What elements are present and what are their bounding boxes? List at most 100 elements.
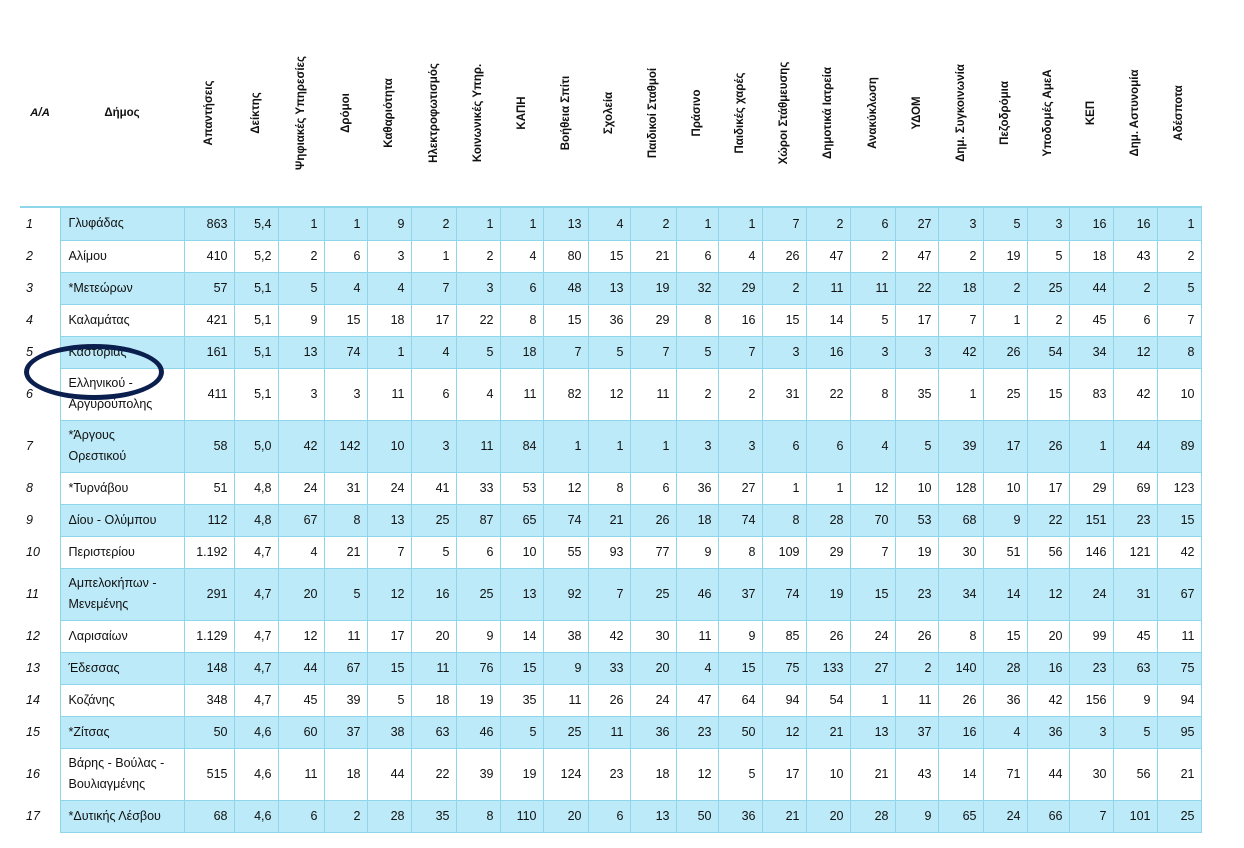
table-cell: 12 [1112,335,1158,369]
table-cell: 6 [499,271,544,305]
table-cell: 1 [849,683,896,717]
table-cell: 24 [366,471,412,505]
table-row: 5 Καστοριάς 161 5,1 13 74 1 4 5 18 7 5 7 5 7 3 16 3 3 42 26 5… [20,335,1202,369]
table-cell: 30 [1068,747,1114,801]
table-cell: 46 [455,715,501,749]
table-cell: 2 [761,271,807,305]
table-cell: 101 [1112,799,1158,833]
table-cell: 13 [587,271,631,305]
table-cell: 6 [455,535,501,569]
table-cell: 9 [894,799,939,833]
column-header-label: Αδέσποτα [1173,85,1185,141]
table-cell: 19 [455,683,501,717]
table-cell: 1 [629,419,677,473]
municipality-name-line: *Μετεώρων [68,280,133,295]
table-cell: 10 [894,471,939,505]
table-cell: 10 [499,535,544,569]
table-cell: 4 [455,367,501,421]
column-header: Πεζοδρόμια [983,20,1027,207]
table-cell: 2 [629,206,677,241]
table-cell: 22 [410,747,457,801]
column-header-label: Πεζοδρόμια [999,81,1011,145]
table-cell: 2 [982,271,1028,305]
table-cell: 8 [499,303,544,337]
table-cell: 5,2 [233,239,279,273]
municipality-name: Αλίμου [59,239,185,273]
table-cell: 54 [805,683,851,717]
table-cell: 28 [982,651,1028,685]
table-cell: 3 [366,239,412,273]
table-cell: 92 [542,567,589,621]
table-cell: 42 [277,419,325,473]
municipality-name: Γλυφάδας [59,206,185,241]
table-cell: 25 [455,567,501,621]
table-cell: 36 [629,715,677,749]
table-cell: 4 [587,206,631,241]
table-cell: 8 [849,367,896,421]
table-cell: 12 [849,471,896,505]
table-cell: 2 [323,799,368,833]
table-cell: 5 [455,335,501,369]
column-header: Δρόμοι [324,20,367,207]
municipality-name: Καλαμάτας [59,303,185,337]
table-cell: 57 [183,271,235,305]
table-cell: 6 [629,471,677,505]
table-cell: 44 [1068,271,1114,305]
table-cell: 11 [455,419,501,473]
table-cell: 151 [1068,503,1114,537]
table-cell: 291 [183,567,235,621]
table-cell: 1 [542,419,589,473]
table-cell: 85 [761,619,807,653]
table-cell: 15 [849,567,896,621]
table-cell: 1.129 [183,619,235,653]
table-cell: 51 [183,471,235,505]
table-cell: 4,6 [233,715,279,749]
table-cell: 75 [1156,651,1202,685]
column-header: ΚΕΠ [1069,20,1113,207]
table-cell: 65 [937,799,984,833]
table-cell: 3 [937,206,984,241]
table-cell: 11 [1156,619,1202,653]
municipality-name-line: Αλίμου [68,248,107,263]
table-cell: 10 [1156,367,1202,421]
column-header: Κοινωνικές Υπηρ. [456,20,500,207]
table-cell: 18 [629,747,677,801]
column-header-label: Δρόμοι [339,93,352,133]
column-header: Δήμος [104,107,140,119]
table-cell: 47 [894,239,939,273]
table-row: 8 *Τυρνάβου 51 4,8 24 31 24 41 33 53 12 8 6 36 27 1 1 12 1… [20,471,1202,505]
table-cell: 36 [587,303,631,337]
table-row: 11 Αμπελοκήπων - Μενεμένης 291 4,7 20 5 12 16 25 1… [20,567,1202,621]
table-cell: 21 [849,747,896,801]
row-number: 5 [20,336,60,368]
column-header: Α/Α [30,107,50,119]
table-cell: 66 [1026,799,1070,833]
table-cell: 2 [1112,271,1158,305]
table-cell: 26 [805,619,851,653]
table-cell: 65 [499,503,544,537]
table-cell: 11 [277,747,325,801]
table-cell: 27 [717,471,763,505]
table-cell: 17 [982,419,1028,473]
table-cell: 99 [1068,619,1114,653]
table-cell: 20 [629,651,677,685]
table-cell: 25 [410,503,457,537]
table-cell: 33 [587,651,631,685]
table-cell: 55 [542,535,589,569]
table-cell: 95 [1156,715,1202,749]
table-cell: 47 [675,683,719,717]
table-cell: 13 [499,567,544,621]
table-cell: 53 [499,471,544,505]
table-cell: 5 [1026,239,1070,273]
table-cell: 89 [1156,419,1202,473]
table-cell: 9 [455,619,501,653]
table-cell: 123 [1156,471,1202,505]
table-cell: 41 [410,471,457,505]
table-cell: 75 [761,651,807,685]
table-cell: 6 [587,799,631,833]
table-cell: 84 [499,419,544,473]
table-cell: 22 [894,271,939,305]
table-cell: 29 [629,303,677,337]
table-cell: 36 [982,683,1028,717]
column-header: Δημ. Συγκοινωνία [938,20,983,207]
